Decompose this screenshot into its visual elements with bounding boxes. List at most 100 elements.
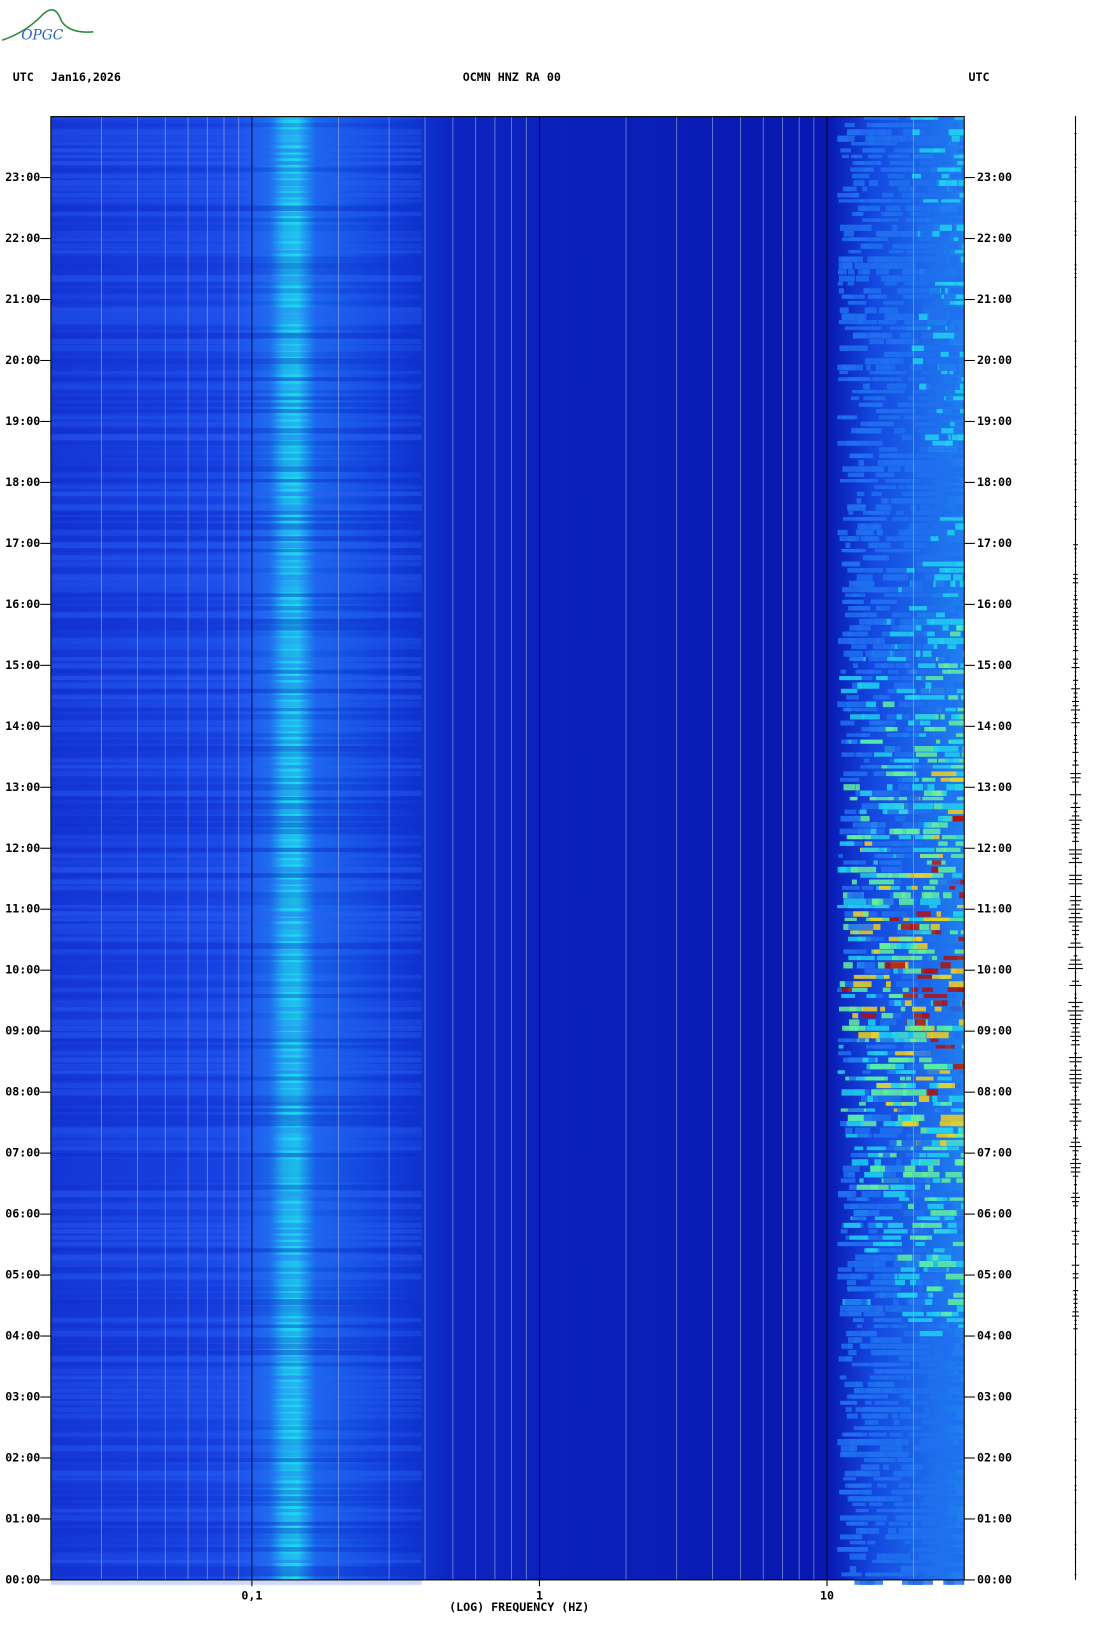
texture-cell bbox=[936, 911, 942, 917]
texture-cell bbox=[933, 148, 946, 153]
texture-cell bbox=[953, 1477, 965, 1481]
texture-cell bbox=[953, 154, 965, 159]
texture-row bbox=[50, 1438, 422, 1446]
texture-row bbox=[50, 453, 422, 459]
texture-cell bbox=[923, 993, 948, 998]
texture-cell bbox=[891, 1413, 899, 1419]
texture-cell bbox=[961, 1044, 965, 1049]
texture-cell bbox=[939, 1121, 965, 1127]
texture-row bbox=[50, 752, 422, 757]
texture-row bbox=[50, 1108, 422, 1112]
texture-cell bbox=[851, 739, 858, 744]
texture-cell bbox=[947, 993, 956, 998]
texture-cell bbox=[930, 618, 953, 625]
texture-cell bbox=[838, 275, 856, 282]
texture-cell bbox=[931, 1515, 941, 1521]
texture-cell bbox=[910, 1191, 935, 1198]
texture-cell bbox=[887, 173, 893, 179]
texture-cell bbox=[859, 1578, 875, 1585]
texture-row bbox=[50, 167, 422, 172]
texture-cell bbox=[947, 288, 962, 294]
texture-row bbox=[50, 1254, 422, 1261]
texture-row bbox=[50, 1349, 422, 1356]
y-tick-label-right: 05:00 bbox=[977, 1268, 1012, 1282]
texture-cell bbox=[870, 1438, 876, 1446]
texture-cell bbox=[910, 580, 923, 587]
texture-cell bbox=[917, 1356, 933, 1362]
texture-cell bbox=[881, 911, 907, 917]
texture-cell bbox=[894, 1038, 911, 1043]
texture-cell bbox=[924, 612, 947, 618]
texture-cell bbox=[863, 440, 883, 446]
texture-cell bbox=[926, 1089, 939, 1096]
texture-row bbox=[50, 1540, 422, 1545]
texture-cell bbox=[955, 1502, 965, 1507]
texture-cell bbox=[922, 796, 944, 801]
texture-cell bbox=[868, 841, 892, 846]
texture-cell bbox=[941, 1311, 952, 1317]
texture-cell bbox=[880, 1286, 901, 1292]
texture-cell bbox=[881, 1559, 898, 1564]
texture-cell bbox=[860, 243, 883, 249]
texture-cell bbox=[925, 682, 932, 689]
texture-cell bbox=[905, 205, 926, 212]
texture-cell bbox=[877, 421, 892, 427]
texture-cell bbox=[954, 161, 965, 166]
texture-row bbox=[50, 1191, 422, 1198]
texture-cell bbox=[939, 491, 946, 497]
texture-row bbox=[50, 822, 422, 828]
texture-cell bbox=[895, 981, 915, 988]
texture-cell bbox=[854, 262, 862, 269]
texture-cell bbox=[942, 669, 951, 674]
texture-cell bbox=[960, 1343, 965, 1349]
texture-row bbox=[50, 835, 422, 840]
texture-cell bbox=[953, 574, 963, 581]
texture-cell bbox=[956, 269, 963, 275]
texture-cell bbox=[856, 529, 875, 536]
texture-cell bbox=[921, 231, 931, 237]
texture-cell bbox=[939, 1305, 963, 1312]
texture-cell bbox=[895, 1515, 911, 1521]
texture-cell bbox=[912, 765, 933, 769]
texture-cell bbox=[900, 548, 914, 553]
texture-cell bbox=[842, 815, 861, 822]
texture-cell bbox=[893, 148, 902, 153]
texture-cell bbox=[921, 1222, 942, 1228]
texture-cell bbox=[960, 1547, 965, 1552]
texture-row bbox=[50, 192, 422, 198]
texture-cell bbox=[879, 447, 898, 452]
texture-row bbox=[50, 129, 422, 136]
texture-cell bbox=[843, 860, 866, 865]
texture-cell bbox=[961, 625, 965, 631]
texture-cell bbox=[857, 237, 881, 242]
texture-cell bbox=[926, 1286, 941, 1292]
y-tick-label-left: 13:00 bbox=[5, 780, 40, 794]
texture-cell bbox=[956, 561, 965, 567]
texture-cell bbox=[893, 256, 914, 263]
texture-cell bbox=[915, 974, 932, 979]
texture-cell bbox=[855, 669, 874, 674]
texture-cell bbox=[860, 478, 873, 483]
texture-cell bbox=[860, 1121, 877, 1127]
texture-cell bbox=[948, 669, 965, 674]
texture-cell bbox=[939, 885, 948, 890]
texture-cell bbox=[915, 1076, 934, 1081]
texture-cell bbox=[893, 1324, 908, 1328]
texture-cell bbox=[857, 962, 876, 969]
texture-cell bbox=[899, 1413, 920, 1419]
texture-cell bbox=[912, 288, 931, 294]
texture-cell bbox=[924, 1407, 929, 1412]
texture-row bbox=[50, 911, 422, 917]
texture-cell bbox=[856, 161, 881, 166]
texture-cell bbox=[957, 173, 965, 179]
texture-cell bbox=[951, 618, 965, 625]
texture-cell bbox=[916, 612, 925, 618]
texture-cell bbox=[912, 987, 919, 992]
texture-cell bbox=[931, 1032, 949, 1039]
texture-cell bbox=[918, 1330, 928, 1337]
texture-cell bbox=[876, 1082, 891, 1089]
texture-cell bbox=[872, 1337, 897, 1343]
texture-cell bbox=[944, 1025, 965, 1031]
texture-cell bbox=[869, 1502, 883, 1507]
texture-cell bbox=[945, 440, 950, 446]
